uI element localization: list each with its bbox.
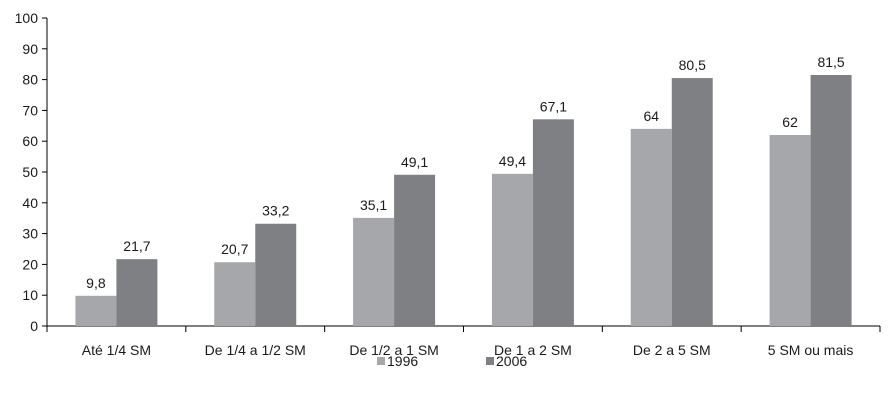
data-label-1996: 62 xyxy=(782,114,798,130)
y-tick-label: 50 xyxy=(22,164,38,180)
y-tick-label: 40 xyxy=(22,195,38,211)
y-tick-label: 80 xyxy=(22,72,38,88)
y-tick-label: 20 xyxy=(22,256,38,272)
category-label: De 1/2 a 1 SM xyxy=(349,342,439,358)
bar-1996 xyxy=(353,217,395,326)
bar-2006 xyxy=(116,259,158,326)
y-tick-label: 60 xyxy=(22,133,38,149)
bar-1996 xyxy=(214,262,256,326)
data-label-1996: 20,7 xyxy=(221,241,248,257)
bar-2006 xyxy=(532,119,574,326)
legend-label-1996: 1996 xyxy=(387,353,418,369)
category-label: De 1/4 a 1/2 SM xyxy=(205,342,306,358)
category-label: De 2 a 5 SM xyxy=(633,342,711,358)
legend-label-2006: 2006 xyxy=(496,353,527,369)
bar-1996 xyxy=(491,173,533,326)
data-label-1996: 49,4 xyxy=(499,153,526,169)
legend-swatch-1996 xyxy=(377,357,385,365)
data-label-2006: 67,1 xyxy=(540,98,567,114)
data-label-1996: 9,8 xyxy=(86,275,106,291)
y-tick-label: 100 xyxy=(15,10,39,26)
data-label-1996: 64 xyxy=(643,108,659,124)
bar-1996 xyxy=(769,135,811,326)
bar-2006 xyxy=(394,174,436,326)
data-label-1996: 35,1 xyxy=(360,197,387,213)
data-label-2006: 81,5 xyxy=(817,54,844,70)
bar-2006 xyxy=(810,74,852,326)
bar-2006 xyxy=(255,223,297,326)
category-label: Até 1/4 SM xyxy=(82,342,151,358)
y-tick-label: 0 xyxy=(30,318,38,334)
data-label-2006: 21,7 xyxy=(123,238,150,254)
y-tick-label: 30 xyxy=(22,226,38,242)
bar-2006 xyxy=(671,78,713,326)
category-label: 5 SM ou mais xyxy=(768,342,854,358)
y-tick-label: 70 xyxy=(22,102,38,118)
legend-swatch-2006 xyxy=(486,357,494,365)
y-tick-label: 90 xyxy=(22,41,38,57)
bar-1996 xyxy=(75,295,117,326)
data-label-2006: 49,1 xyxy=(401,154,428,170)
bar-1996 xyxy=(630,128,672,326)
category-label: De 1 a 2 SM xyxy=(494,342,572,358)
y-tick-label: 10 xyxy=(22,287,38,303)
data-label-2006: 80,5 xyxy=(679,57,706,73)
data-label-2006: 33,2 xyxy=(262,203,289,219)
